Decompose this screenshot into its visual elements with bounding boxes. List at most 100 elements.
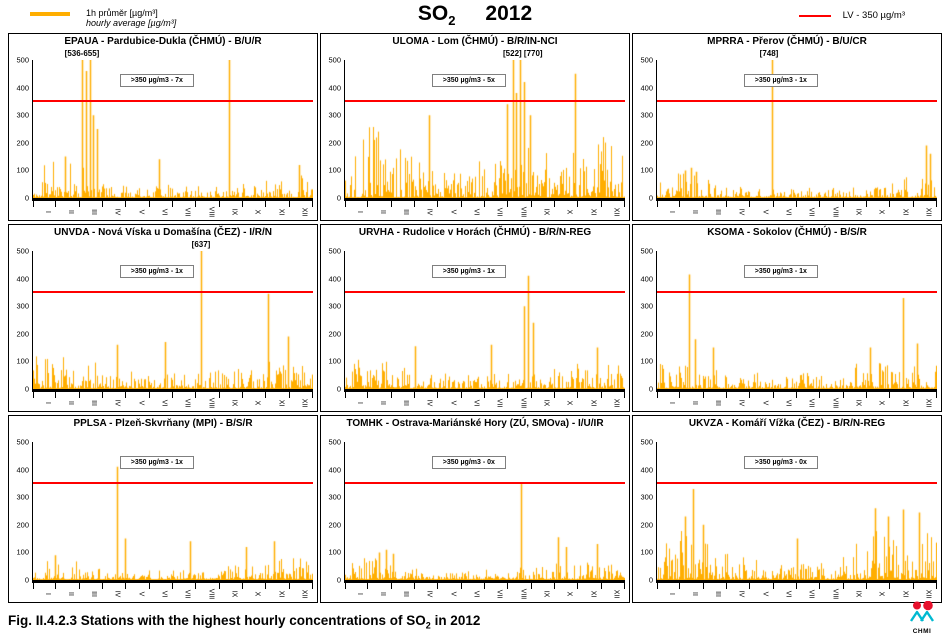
month-cell: VII	[797, 201, 821, 218]
month-label: VI	[160, 590, 168, 598]
y-tick-label: 400	[328, 465, 341, 475]
month-label: III	[402, 400, 410, 406]
month-cell: I	[657, 583, 681, 600]
y-tick-label: 400	[328, 274, 341, 284]
y-tick-label: 200	[328, 329, 341, 339]
station-title: ULOMA - Lom (ČHMÚ) - B/R/IN-NCI	[392, 36, 558, 47]
month-label: III	[714, 400, 722, 406]
month-label: VII	[807, 589, 815, 599]
month-label: VII	[183, 398, 191, 408]
month-label: VI	[160, 399, 168, 407]
month-label: IX	[542, 208, 550, 216]
month-cell: VIII	[508, 583, 532, 600]
month-cell: III	[392, 583, 416, 600]
plot-area: >350 µg/m3 - 1x	[344, 251, 625, 392]
month-label: X	[565, 400, 573, 406]
month-cell: I	[345, 583, 369, 600]
month-cell: VI	[150, 201, 174, 218]
month-label: I	[667, 593, 675, 595]
y-tick-label: 500	[640, 437, 653, 447]
month-label: IV	[425, 399, 433, 407]
month-cell: IV	[727, 392, 751, 409]
legend-avg-label-cz: 1h průměr [µg/m³]	[86, 8, 158, 18]
month-cell: IX	[532, 201, 556, 218]
month-label: IV	[425, 208, 433, 216]
month-label: X	[877, 209, 885, 215]
month-cell: VI	[150, 392, 174, 409]
x-axis-months: I II III IV V VI VII VIII IX X XI XII	[33, 392, 314, 409]
y-axis-labels: 500 400 300 200 100 0	[633, 437, 656, 584]
month-label: II	[690, 592, 698, 596]
month-cell: IV	[103, 583, 127, 600]
month-cell: IV	[415, 583, 439, 600]
month-label: II	[378, 592, 386, 596]
exceedance-box: >350 µg/m3 - 1x	[119, 455, 194, 469]
month-cell: V	[438, 201, 462, 218]
y-axis-labels: 500 400 300 200 100 0	[9, 247, 32, 393]
red-line-swatch	[798, 14, 831, 17]
month-cell: II	[56, 392, 80, 409]
month-cell: XII	[914, 392, 938, 409]
month-cell: VI	[150, 583, 174, 600]
y-axis-labels: 500 400 300 200 100 0	[633, 56, 656, 202]
month-cell: IX	[220, 392, 244, 409]
y-tick-label: 500	[328, 55, 341, 65]
limit-value-line	[33, 100, 313, 103]
month-label: V	[448, 400, 456, 406]
month-label: III	[714, 591, 722, 597]
month-cell: III	[704, 583, 728, 600]
month-cell: III	[392, 201, 416, 218]
y-tick-label: 100	[640, 165, 653, 175]
y-axis-labels: 500 400 300 200 100 0	[321, 438, 344, 584]
month-cell: XII	[602, 201, 626, 218]
figure-title-year: 2012	[485, 2, 533, 25]
month-label: IX	[230, 399, 238, 407]
y-tick-label: 300	[640, 492, 653, 502]
y-tick-label: 400	[16, 274, 29, 284]
month-cell: II	[680, 392, 704, 409]
month-cell: V	[438, 392, 462, 409]
y-tick-label: 200	[16, 329, 29, 339]
y-tick-label: 200	[640, 520, 653, 530]
month-label: I	[43, 593, 51, 595]
month-label: XI	[588, 208, 596, 216]
month-cell: XII	[290, 583, 314, 600]
peak-value-label: [748]	[759, 49, 779, 58]
month-cell: I	[657, 201, 681, 218]
y-tick-label: 0	[24, 575, 29, 585]
y-tick-label: 400	[640, 465, 653, 475]
month-label: II	[690, 401, 698, 405]
limit-value-line	[657, 291, 937, 294]
x-axis-months: I II III IV V VI VII VIII IX X XI XII	[657, 583, 938, 600]
y-tick-label: 400	[16, 83, 29, 93]
station-title: TOMHK - Ostrava-Mariánské Hory (ZÚ, SMOv…	[346, 418, 604, 429]
month-cell: VI	[774, 392, 798, 409]
month-label: XII	[924, 398, 932, 408]
month-label: VII	[495, 207, 503, 217]
month-label: V	[760, 400, 768, 406]
y-tick-label: 100	[328, 165, 341, 175]
limit-value-line	[345, 291, 625, 294]
month-cell: X	[243, 201, 267, 218]
month-label: IV	[425, 590, 433, 598]
y-tick-label: 100	[328, 356, 341, 366]
month-cell: IV	[727, 583, 751, 600]
month-cell: VI	[774, 583, 798, 600]
y-tick-label: 300	[16, 110, 29, 120]
limit-value-line	[657, 100, 937, 103]
month-cell: V	[750, 583, 774, 600]
y-axis-labels: 500 400 300 200 100 0	[321, 247, 344, 393]
month-cell: XI	[266, 392, 290, 409]
month-cell: VIII	[820, 583, 844, 600]
month-label: XI	[900, 208, 908, 216]
month-label: I	[355, 211, 363, 213]
peak-annotation-row	[657, 240, 937, 251]
month-label: VII	[495, 589, 503, 599]
month-label: X	[253, 209, 261, 215]
plot-area: >350 µg/m3 - 0x	[344, 442, 625, 583]
figure-title-formula-sub: 2	[448, 13, 456, 29]
month-cell: XII	[602, 583, 626, 600]
exceedance-box: >350 µg/m3 - 1x	[119, 264, 194, 278]
month-label: III	[90, 591, 98, 597]
month-label: II	[66, 592, 74, 596]
